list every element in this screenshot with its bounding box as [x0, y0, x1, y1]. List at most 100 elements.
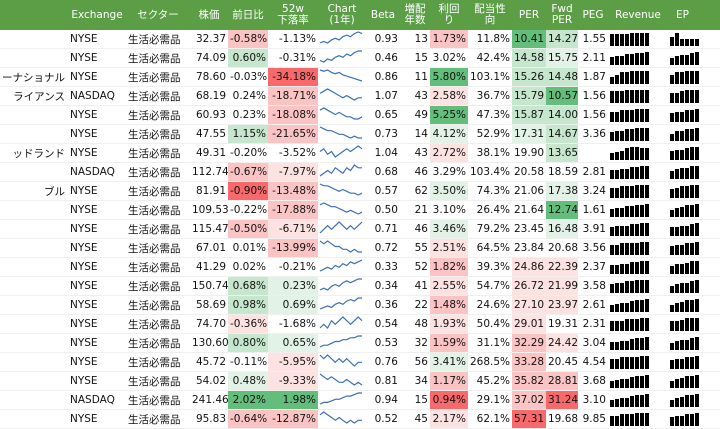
- table-row[interactable]: ーナショナル NYSE 生活必需品 78.60 -0.03% -34.18% 0.86 11 5…: [0, 67, 720, 87]
- bar: [620, 357, 624, 369]
- revenue-bars-chart: [610, 32, 666, 46]
- sector: 生活必需品: [126, 105, 190, 125]
- table-row[interactable]: NYSE 生活必需品 95.83 -0.64% -12.87% 0.52 45 2.17% 62…: [0, 409, 720, 429]
- table-row[interactable]: NYSE 生活必需品 60.93 0.23% -18.08% 0.65 49 5.25% 47.…: [0, 105, 720, 125]
- exchange: NASDAQ: [68, 390, 126, 410]
- sparkline-chart: [318, 181, 366, 201]
- bar: [670, 93, 674, 103]
- table-row[interactable]: NYSE 生活必需品 32.37 -0.58% -1.13% 0.93 13 1.73% 11.…: [0, 30, 720, 49]
- bar: [625, 206, 629, 217]
- bar: [620, 303, 624, 312]
- table-row[interactable]: NYSE 生活必需品 45.72 -0.11% -5.95% 0.76 56 3.41% 268…: [0, 352, 720, 372]
- yield: 2.55%: [430, 276, 468, 296]
- table-row[interactable]: NYSE 生活必需品 47.55 1.15% -21.65% 0.73 14 4.12% 52.…: [0, 124, 720, 144]
- table-row[interactable]: NYSE 生活必需品 58.69 0.98% 0.69% 0.36 22 1.48% 24.6%…: [0, 295, 720, 315]
- bar: [645, 337, 649, 350]
- bar: [620, 341, 624, 350]
- eps-bars: [668, 238, 720, 258]
- header-price[interactable]: 株価: [190, 0, 228, 30]
- sparkline-chart: [318, 371, 366, 391]
- eps-bars-chart: [670, 32, 718, 46]
- bar: [620, 72, 624, 84]
- table-row[interactable]: NASDAQ 生活必需品 241.46 2.02% 1.98% 0.94 15 0.94% 29…: [0, 390, 720, 410]
- header-chart[interactable]: Chart (1年): [318, 0, 366, 30]
- sparkline: [319, 145, 363, 158]
- bar: [690, 129, 694, 141]
- price: 47.55: [190, 124, 228, 144]
- revenue-bars: [608, 352, 668, 372]
- table-row[interactable]: NYSE 生活必需品 130.60 0.80% 0.65% 0.53 32 1.59% 31.1…: [0, 333, 720, 353]
- daily-change: 0.01%: [228, 238, 268, 258]
- header-payout[interactable]: 配当性 向: [468, 0, 512, 30]
- sector: 生活必需品: [126, 371, 190, 391]
- company-name: [0, 257, 68, 277]
- bar: [630, 33, 634, 46]
- per: 37.02: [512, 390, 546, 410]
- table-row[interactable]: NYSE 生活必需品 150.74 0.68% 0.23% 0.34 41 2.55% 54.7…: [0, 276, 720, 296]
- header-exchange[interactable]: Exchange: [68, 0, 126, 30]
- payout-ratio: 79.2%: [468, 219, 512, 239]
- fwd-per: 15.75: [546, 48, 578, 68]
- sparkline: [319, 335, 362, 348]
- header-beta[interactable]: Beta: [366, 0, 400, 30]
- bar: [625, 34, 629, 46]
- eps-bars: [668, 86, 720, 106]
- header-revenue[interactable]: Revenue: [608, 0, 668, 30]
- drawdown-52w: -18.71%: [268, 86, 318, 106]
- revenue-bars-chart: [610, 336, 666, 350]
- dividend-years: 14: [400, 124, 430, 144]
- dividend-years: 52: [400, 257, 430, 277]
- per: 15.87: [512, 105, 546, 125]
- payout-ratio: 39.3%: [468, 257, 512, 277]
- bar: [695, 204, 699, 217]
- bar: [685, 300, 689, 312]
- table-row[interactable]: NYSE 生活必需品 74.09 0.60% -0.31% 0.46 15 3.02% 42.4…: [0, 48, 720, 68]
- table-row[interactable]: NYSE 生活必需品 54.02 0.48% -9.33% 0.81 34 1.17% 45.2…: [0, 371, 720, 391]
- drawdown-52w: 0.65%: [268, 333, 318, 353]
- per: 33.28: [512, 352, 546, 372]
- table-row[interactable]: NASDAQ 生活必需品 112.74 -0.67% -7.97% 0.68 46 3.29%…: [0, 162, 720, 182]
- header-eps[interactable]: EP: [668, 0, 720, 30]
- table-row[interactable]: NYSE 生活必需品 67.01 0.01% -13.99% 0.72 55 2.51% 64.…: [0, 238, 720, 258]
- bar: [685, 186, 689, 198]
- table-row[interactable]: NYSE 生活必需品 74.70 -0.36% -1.68% 0.54 48 1.93% 50.…: [0, 314, 720, 334]
- header-fwd-per[interactable]: Fwd PER: [546, 0, 578, 30]
- table-row[interactable]: ブル NYSE 生活必需品 81.91 -0.90% -13.48% 0.57 62 3.50%…: [0, 181, 720, 201]
- bar: [640, 90, 644, 103]
- yield: 3.02%: [430, 48, 468, 68]
- bar: [645, 223, 649, 236]
- table-row[interactable]: ライアンス NASDAQ 生活必需品 68.19 0.24% -18.71% 1.07 43 2…: [0, 86, 720, 106]
- bar: [675, 321, 679, 331]
- beta: 0.36: [366, 295, 400, 315]
- bar: [680, 264, 684, 274]
- table-row[interactable]: NYSE 生活必需品 115.47 -0.50% -6.71% 0.71 46 3.46% 79…: [0, 219, 720, 239]
- beta: 1.04: [366, 143, 400, 163]
- bar: [680, 397, 684, 407]
- bar: [635, 280, 639, 293]
- table-row[interactable]: NYSE 生活必需品 41.29 0.02% -0.21% 0.33 52 1.82% 39.3…: [0, 257, 720, 277]
- eps-bars-chart: [670, 355, 718, 369]
- bar: [615, 75, 619, 84]
- bar: [645, 261, 649, 274]
- header-name[interactable]: [0, 0, 68, 30]
- bar: [685, 226, 689, 236]
- bar: [645, 413, 649, 426]
- bar: [620, 131, 624, 141]
- header-per[interactable]: PER: [512, 0, 546, 30]
- payout-ratio: 45.2%: [468, 371, 512, 391]
- header-52w-drawdown[interactable]: 52w 下落率: [268, 0, 318, 30]
- bar: [630, 90, 634, 103]
- header-peg[interactable]: PEG: [578, 0, 608, 30]
- bar: [685, 376, 689, 388]
- header-change[interactable]: 前日比: [228, 0, 268, 30]
- header-dividend-years[interactable]: 増配 年数: [400, 0, 430, 30]
- table-row[interactable]: ッドランド NYSE 生活必需品 49.31 -0.20% -3.52% 1.04 43 2.7…: [0, 143, 720, 163]
- sparkline: [319, 354, 362, 367]
- yield: 1.17%: [430, 371, 468, 391]
- drawdown-52w: 1.98%: [268, 390, 318, 410]
- header-sector[interactable]: セクター: [126, 0, 190, 30]
- table-row[interactable]: NYSE 生活必需品 109.53 -0.22% -17.88% 0.50 21 3.10% 2…: [0, 200, 720, 220]
- header-yield[interactable]: 利回 り: [430, 0, 468, 30]
- bar: [610, 77, 614, 84]
- fwd-per: 19.68: [546, 409, 578, 429]
